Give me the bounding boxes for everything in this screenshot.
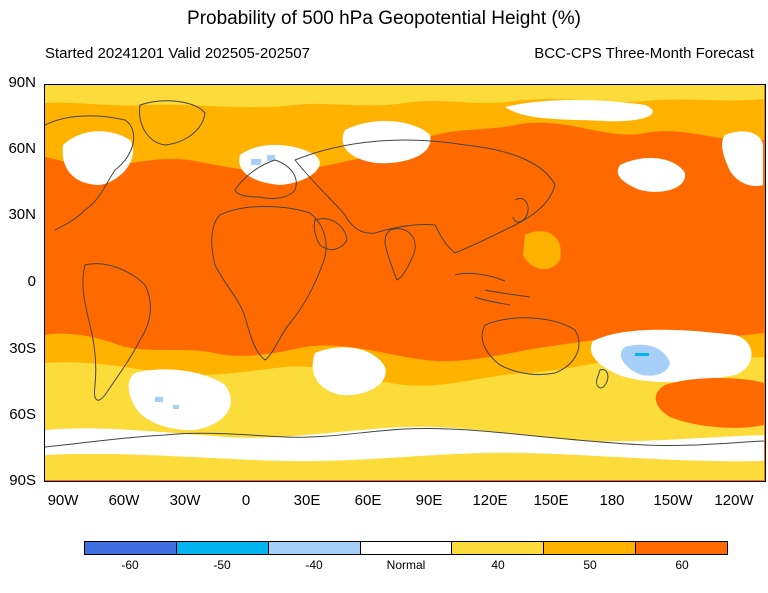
legend-swatch-5 xyxy=(452,542,545,554)
probability-map xyxy=(44,84,766,482)
legend-swatch-7 xyxy=(636,542,728,554)
north-normal-patch-canada xyxy=(62,131,134,185)
lat-label-30s: 30S xyxy=(9,340,36,357)
coast-south-america xyxy=(82,263,151,401)
coast-europe xyxy=(234,159,297,200)
coast-north-america xyxy=(45,115,135,231)
forecast-source: BCC-CPS Three-Month Forecast xyxy=(534,45,754,62)
coast-antarctica xyxy=(45,427,764,448)
coast-new-zealand xyxy=(596,368,609,389)
coast-japan xyxy=(512,198,529,223)
lon-label-60e: 60E xyxy=(354,492,382,509)
lon-label-180: 180 xyxy=(599,492,625,509)
coast-australia xyxy=(481,317,580,376)
legend-label-4: Normal xyxy=(386,558,426,572)
south-polar-band-40 xyxy=(45,452,764,480)
lon-label-150e: 150E xyxy=(533,492,569,509)
north-normal-patch-siberia xyxy=(617,158,686,192)
south-below40-cell-1 xyxy=(155,397,163,402)
legend-swatch-3 xyxy=(268,542,361,554)
north-band-40 xyxy=(45,85,764,108)
coast-india xyxy=(384,228,416,281)
lon-label-60w: 60W xyxy=(108,492,140,509)
legend-label-6: 50 xyxy=(583,558,597,572)
lat-label-90n: 90N xyxy=(8,74,36,91)
north-below40-cell-1 xyxy=(251,159,261,165)
legend-label-1: -60 xyxy=(121,558,139,572)
lon-label-30w: 30W xyxy=(169,492,201,509)
legend-colorbar xyxy=(84,541,728,555)
forecast-period: Started 20241201 Valid 202505-202507 xyxy=(45,45,310,62)
lat-label-60s: 60S xyxy=(9,406,36,423)
legend-label-2: -50 xyxy=(213,558,231,572)
lon-label-120e: 120E xyxy=(472,492,508,509)
lon-label-120w: 120W xyxy=(714,492,754,509)
south-below40-cell-2 xyxy=(173,405,179,409)
lon-label-150w: 150W xyxy=(653,492,693,509)
north-normal-patch-eurasia xyxy=(342,120,431,164)
legend-swatch-1 xyxy=(85,542,177,554)
south-below50-cell xyxy=(635,353,649,356)
north-below40-cell-2 xyxy=(267,155,275,161)
lat-label-30n: 30N xyxy=(8,206,36,223)
lon-label-30e: 30E xyxy=(293,492,321,509)
south-normal-indian xyxy=(312,347,386,396)
coast-indonesia xyxy=(454,272,531,306)
north-normal-patch-europe xyxy=(239,144,320,185)
coast-arabia xyxy=(313,218,348,251)
coast-asia xyxy=(294,139,556,254)
legend-swatch-2 xyxy=(176,542,269,554)
lon-label-90w: 90W xyxy=(47,492,79,509)
southeast-pacific-above60 xyxy=(655,378,764,428)
legend-swatch-4 xyxy=(360,542,453,554)
lon-label-90e: 90E xyxy=(415,492,443,509)
lat-label-0: 0 xyxy=(27,273,36,290)
coastlines xyxy=(45,100,764,448)
legend-label-7: 60 xyxy=(675,558,689,572)
south-below40-pacific xyxy=(620,344,670,376)
coast-africa xyxy=(211,206,327,361)
map-title: Probability of 500 hPa Geopotential Heig… xyxy=(187,8,581,29)
north-normal-patch-arctic xyxy=(505,100,653,122)
lat-label-60n: 60N xyxy=(8,140,36,157)
coast-greenland xyxy=(139,100,206,146)
equatorial-band-50 xyxy=(523,231,561,270)
legend-label-5: 40 xyxy=(491,558,505,572)
legend-swatch-6 xyxy=(544,542,637,554)
legend-label-3: -40 xyxy=(305,558,323,572)
lon-label-0: 0 xyxy=(241,492,251,509)
south-normal-atlantic xyxy=(128,369,231,431)
north-normal-patch-alaska xyxy=(722,131,763,187)
lat-label-90s: 90S xyxy=(9,472,36,489)
